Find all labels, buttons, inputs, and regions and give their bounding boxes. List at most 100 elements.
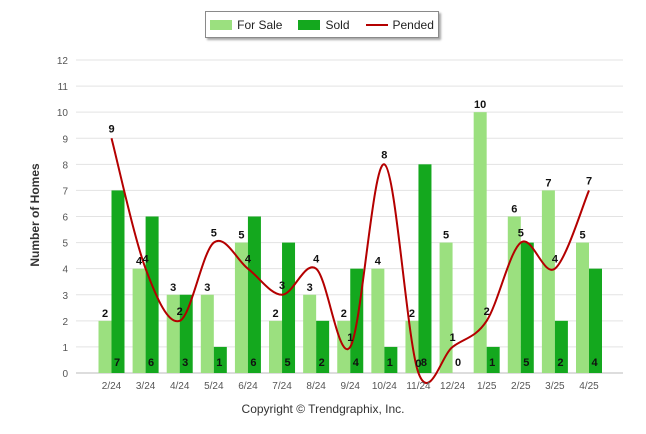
sold-bar [520,242,534,373]
for-sale-bar [541,190,555,373]
y-tick-label: 5 [62,239,68,250]
x-tick-label: 1/25 [477,381,497,392]
sold-bar [316,320,330,373]
legend: For Sale Sold Pended [205,11,439,38]
y-tick-label: 11 [58,82,69,93]
for-sale-bar [576,242,589,373]
for-sale-bar [371,268,385,373]
pended-value-label: 5 [518,228,524,240]
y-tick-label: 3 [62,291,68,302]
x-tick-label: 4/25 [579,381,599,392]
x-tick-label: 4/24 [170,381,190,392]
x-tick-label: 12/24 [440,381,465,392]
x-tick-label: 3/24 [136,381,156,392]
legend-label-pended: Pended [392,17,434,32]
sold-value-label: 1 [387,357,393,369]
y-tick-label: 4 [62,265,68,276]
pended-value-label: 5 [211,228,217,240]
for-sale-bar [166,294,180,373]
legend-label-for-sale: For Sale [237,17,283,32]
pended-value-label: 4 [143,254,150,266]
y-tick-label: 1 [62,343,68,354]
for-sale-bar [439,242,453,373]
sold-bar [554,320,568,373]
y-tick-label: 10 [57,108,69,119]
sold-value-label: 1 [489,357,495,369]
for-sale-swatch [210,19,233,30]
x-tick-label: 2/24 [102,381,122,392]
sold-bar [247,216,261,373]
for-sale-bar [132,268,146,373]
for-sale-bar [269,320,283,373]
pended-value-label: 2 [484,306,490,318]
sold-value-label: 5 [284,357,290,369]
sold-bar [418,164,432,373]
y-tick-label: 2 [62,317,68,328]
x-tick-label: 9/24 [341,381,361,392]
sold-bar [179,294,193,373]
legend-label-sold: Sold [325,17,350,32]
y-tick-label: 6 [62,213,68,224]
pended-value-label: 4 [313,254,320,266]
sold-value-label: 0 [455,357,461,369]
for-sale-value-label: 7 [545,177,551,189]
for-sale-bar [473,112,487,374]
sold-bar [111,190,125,373]
pended-line-path [110,137,590,384]
for-sale-value-label: 5 [579,230,585,242]
pended-value-label: 3 [279,280,285,292]
sold-value-label: 8 [421,357,427,369]
sold-bar [145,216,159,373]
sold-value-label: 5 [523,357,529,369]
for-sale-value-label: 10 [474,99,486,111]
x-tick-label: 6/24 [238,381,258,392]
y-tick-label: 7 [62,186,68,197]
pended-value-label: 1 [450,332,456,344]
for-sale-value-label: 4 [375,256,382,268]
sold-swatch [298,19,321,30]
for-sale-value-label: 2 [102,308,108,320]
for-sale-value-label: 3 [204,282,210,294]
for-sale-bar [507,216,521,373]
sold-bar [486,346,500,373]
for-sale-value-label: 4 [136,256,143,268]
x-tick-label: 8/24 [306,381,326,392]
pended-value-label: 4 [245,254,252,266]
pended-value-label: 1 [347,332,353,344]
pended-swatch [365,23,388,26]
legend-item-for-sale[interactable]: For Sale [210,18,282,32]
x-tick-label: 7/24 [272,381,292,392]
legend-item-pended[interactable]: Pended [365,17,434,32]
pended-value-label: 9 [108,123,114,135]
sold-value-label: 1 [216,357,222,369]
x-tick-label: 11/24 [406,381,431,392]
for-sale-value-label: 2 [341,308,347,320]
x-tick-label: 5/24 [204,381,224,392]
for-sale-bar [200,294,214,373]
for-sale-value-label: 3 [307,282,313,294]
sold-bar [384,346,398,373]
for-sale-value-label: 3 [170,282,176,294]
legend-item-sold[interactable]: Sold [298,17,350,32]
sold-value-label: 4 [353,357,360,369]
x-tick-label: 10/24 [372,381,397,392]
sold-value-label: 4 [591,357,598,369]
y-tick-label: 9 [62,134,68,145]
sold-value-label: 6 [250,357,256,369]
sold-bar [589,268,602,373]
for-sale-value-label: 2 [272,308,278,320]
sold-value-label: 2 [557,357,563,369]
y-tick-label: 12 [57,56,69,67]
sold-value-label: 3 [182,357,188,369]
pended-value-label: 4 [552,254,559,266]
for-sale-bar [234,242,248,373]
for-sale-value-label: 2 [409,308,415,320]
bars [98,112,602,374]
sold-value-label: 6 [148,357,154,369]
x-axis-ticks: 2/24 3/24 4/24 5/24 6/24 7/24 8/24 9/24 10/24 11/… [102,381,599,392]
pended-value-label: 2 [177,306,183,318]
